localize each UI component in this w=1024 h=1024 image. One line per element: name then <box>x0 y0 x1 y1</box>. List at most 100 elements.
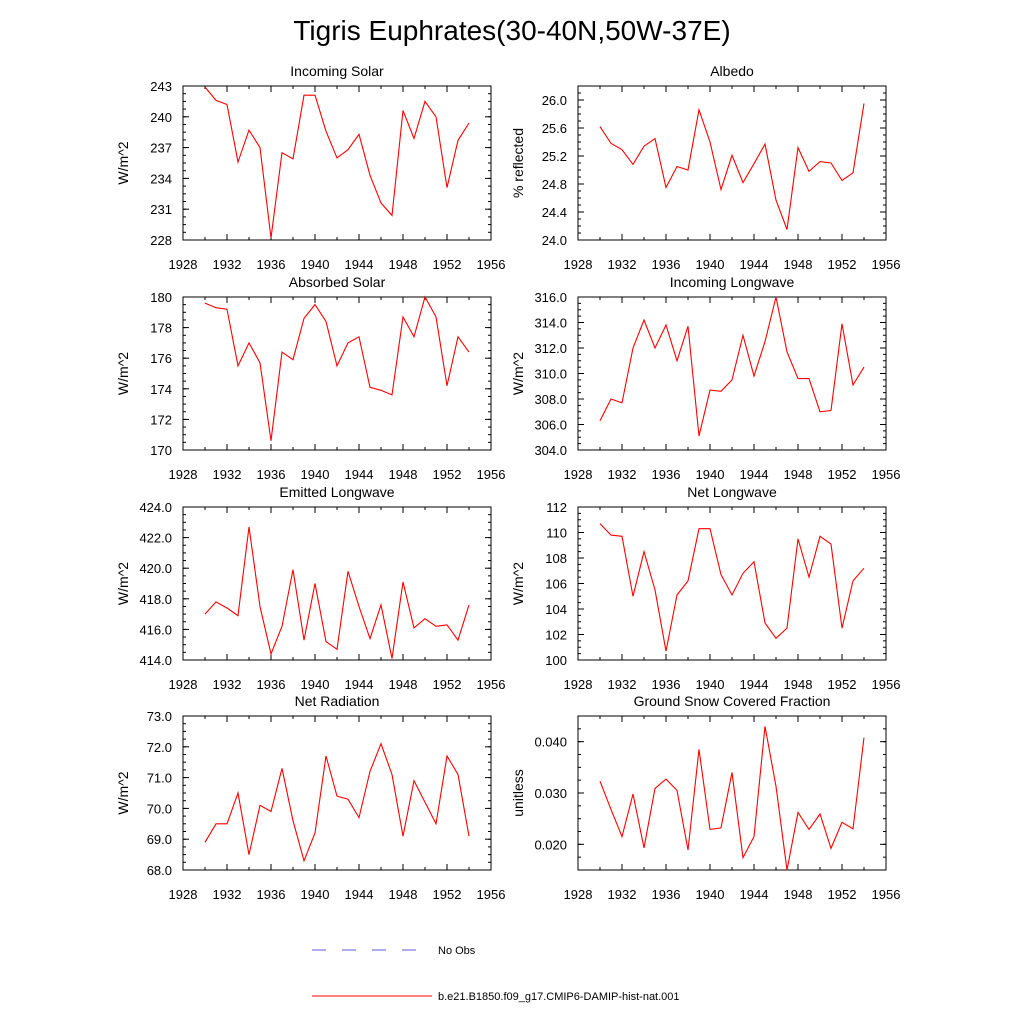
y-tick-label: 312.0 <box>534 341 567 356</box>
x-tick-label: 1936 <box>652 467 681 482</box>
x-tick-label: 1928 <box>564 467 593 482</box>
y-tick-label: 172 <box>150 412 172 427</box>
y-tick-label: 416.0 <box>139 622 172 637</box>
y-tick-label: 100 <box>545 653 567 668</box>
y-tick-label: 180 <box>150 290 172 305</box>
x-tick-label: 1956 <box>477 887 506 902</box>
plot-frame <box>577 715 887 871</box>
x-tick-label: 1952 <box>828 257 857 272</box>
panel-1: 1928 1932 1936 1940 1944 1948 1952 1956 24.0 24.4… <box>510 63 900 272</box>
panel-0: 1928 1932 1936 1940 1944 1948 1952 1956 228 231 23… <box>115 63 505 272</box>
x-tick-label: 1928 <box>564 887 593 902</box>
x-tick-label: 1944 <box>345 467 374 482</box>
x-tick-label: 1956 <box>477 467 506 482</box>
series-line <box>599 296 865 437</box>
x-tick-label: 1944 <box>345 887 374 902</box>
x-tick-label: 1952 <box>828 887 857 902</box>
x-tick-label: 1936 <box>652 887 681 902</box>
panel-7: 1928 1932 1936 1940 1944 1948 1952 1956 0.020 0.0… <box>510 693 900 902</box>
y-tick-label: 73.0 <box>147 709 172 724</box>
plot-frame <box>182 715 492 871</box>
y-tick-label: 70.0 <box>147 801 172 816</box>
y-tick-label: 176 <box>150 351 172 366</box>
x-tick-label: 1952 <box>828 677 857 692</box>
y-tick-label: 174 <box>150 382 172 397</box>
x-tick-label: 1940 <box>301 467 330 482</box>
y-axis-label: W/m^2 <box>115 352 131 395</box>
y-tick-label: 310.0 <box>534 367 567 382</box>
y-tick-label: 306.0 <box>534 418 567 433</box>
x-tick-label: 1932 <box>213 677 242 692</box>
y-tick-label: 108 <box>545 551 567 566</box>
y-tick-label: 424.0 <box>139 500 172 515</box>
x-tick-label: 1948 <box>784 887 813 902</box>
series-line <box>204 295 470 441</box>
x-tick-label: 1940 <box>696 467 725 482</box>
legend-label-model: b.e21.B1850.f09_g17.CMIP6-DAMIP-hist-nat… <box>438 991 680 1003</box>
y-axis-label: W/m^2 <box>115 771 131 814</box>
x-tick-label: 1928 <box>169 677 198 692</box>
y-tick-label: 237 <box>150 141 172 156</box>
y-tick-label: 234 <box>150 171 172 186</box>
y-tick-label: 72.0 <box>147 740 172 755</box>
x-tick-label: 1952 <box>433 677 462 692</box>
panel-title: Incoming Longwave <box>670 274 795 290</box>
legend-label-no-obs: No Obs <box>438 945 476 957</box>
panel-4: 1928 1932 1936 1940 1944 1948 1952 1956 414.0 416… <box>115 484 505 692</box>
x-tick-label: 1940 <box>696 677 725 692</box>
x-tick-label: 1944 <box>345 257 374 272</box>
y-tick-label: 308.0 <box>534 392 567 407</box>
legend: No Obs b.e21.B1850.f09_g17.CMIP6-DAMIP-h… <box>312 945 680 1003</box>
y-tick-label: 418.0 <box>139 592 172 607</box>
x-tick-label: 1936 <box>257 257 286 272</box>
panel-title: Absorbed Solar <box>289 274 386 290</box>
plot-frame <box>577 506 887 661</box>
x-tick-label: 1944 <box>740 257 769 272</box>
y-tick-label: 71.0 <box>147 771 172 786</box>
x-tick-label: 1932 <box>608 257 637 272</box>
x-tick-label: 1948 <box>389 887 418 902</box>
y-tick-label: 26.0 <box>542 93 567 108</box>
y-tick-label: 102 <box>545 628 567 643</box>
y-tick-label: 314.0 <box>534 316 567 331</box>
y-tick-label: 106 <box>545 577 567 592</box>
panel-6: 1928 1932 1936 1940 1944 1948 1952 1956 68.0 69.0… <box>115 693 505 902</box>
x-tick-label: 1932 <box>213 257 242 272</box>
x-tick-label: 1948 <box>389 257 418 272</box>
plot-frame <box>182 85 492 241</box>
panel-title: Albedo <box>710 63 754 79</box>
series-line <box>204 742 470 863</box>
x-tick-label: 1936 <box>652 677 681 692</box>
y-tick-label: 228 <box>150 233 172 248</box>
x-tick-label: 1932 <box>608 887 637 902</box>
x-tick-label: 1928 <box>169 467 198 482</box>
series-line <box>204 86 470 238</box>
y-tick-label: 420.0 <box>139 561 172 576</box>
x-tick-label: 1940 <box>696 887 725 902</box>
y-tick-label: 170 <box>150 443 172 458</box>
x-tick-label: 1928 <box>564 677 593 692</box>
figure-title: Tigris Euphrates(30-40N,50W-37E) <box>293 15 730 46</box>
y-axis-label: W/m^2 <box>115 562 131 605</box>
y-axis-label: W/m^2 <box>510 352 526 395</box>
x-tick-label: 1940 <box>696 257 725 272</box>
x-tick-label: 1956 <box>872 467 901 482</box>
x-tick-label: 1940 <box>301 257 330 272</box>
y-tick-label: 178 <box>150 321 172 336</box>
series-line <box>599 523 865 652</box>
y-tick-label: 304.0 <box>534 443 567 458</box>
panel-3: 1928 1932 1936 1940 1944 1948 1952 1956 304.0 306… <box>510 274 900 482</box>
y-tick-label: 112 <box>546 500 567 515</box>
x-tick-label: 1936 <box>652 257 681 272</box>
x-tick-label: 1956 <box>872 887 901 902</box>
panels: 1928 1932 1936 1940 1944 1948 1952 1956 228 231 23… <box>115 63 900 902</box>
x-tick-label: 1932 <box>213 467 242 482</box>
x-tick-label: 1936 <box>257 677 286 692</box>
y-tick-label: 414.0 <box>139 653 172 668</box>
y-tick-label: 0.040 <box>534 735 567 750</box>
y-tick-label: 231 <box>150 202 172 217</box>
y-tick-label: 68.0 <box>147 863 172 878</box>
x-tick-label: 1940 <box>301 887 330 902</box>
y-axis-label: W/m^2 <box>510 562 526 605</box>
